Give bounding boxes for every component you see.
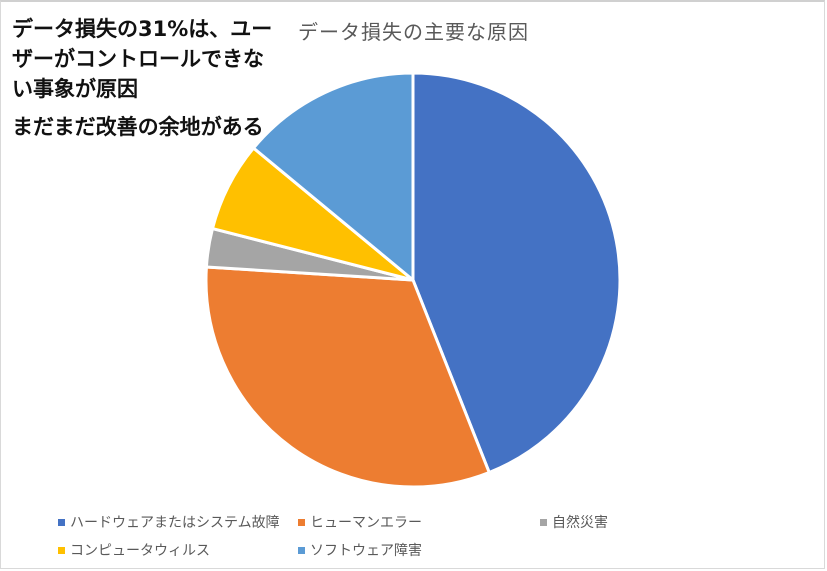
legend-swatch-virus <box>58 546 65 554</box>
legend-item-human-error[interactable]: ヒューマンエラー <box>298 512 422 532</box>
legend-swatch-software <box>298 546 305 554</box>
legend-swatch-hardware <box>58 518 65 526</box>
legend-label-human-error: ヒューマンエラー <box>310 515 422 531</box>
pie-slice-hardware[interactable] <box>411 71 622 474</box>
legend-label-software: ソフトウェア障害 <box>310 543 422 559</box>
legend-item-hardware[interactable]: ハードウェアまたはシステム故障 <box>58 512 280 532</box>
legend-swatch-natural-disaster <box>540 518 547 526</box>
pie-slice-software[interactable] <box>252 71 415 282</box>
annotation-line-2: まだまだ改善の余地がある <box>12 115 264 139</box>
annotation-line-1: データ損失の31%は、ユーザーがコントロールできない事象が原因 <box>12 17 273 101</box>
annotation-text: データ損失の31%は、ユーザーがコントロールできない事象が原因 まだまだ改善の余… <box>12 14 282 150</box>
pie-slice-human-error[interactable] <box>204 265 491 489</box>
legend-swatch-human-error <box>298 518 305 526</box>
legend-item-natural-disaster[interactable]: 自然災害 <box>540 512 608 532</box>
legend-label-hardware: ハードウェアまたはシステム故障 <box>70 515 280 531</box>
legend-label-natural-disaster: 自然災害 <box>552 515 608 531</box>
legend-item-software[interactable]: ソフトウェア障害 <box>298 540 422 560</box>
legend-item-virus[interactable]: コンピュータウィルス <box>58 540 210 560</box>
chart-title: データ損失の主要な原因 <box>298 20 529 44</box>
legend-label-virus: コンピュータウィルス <box>70 543 210 559</box>
